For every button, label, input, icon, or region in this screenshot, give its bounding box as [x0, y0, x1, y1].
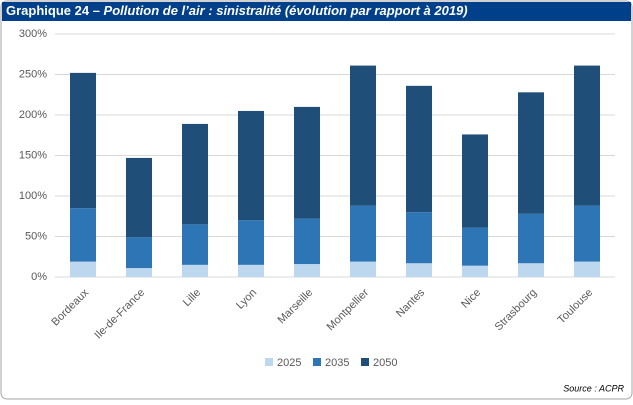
bar-segment: [350, 261, 376, 277]
bar-segment: [518, 213, 544, 264]
legend-swatch: [313, 358, 321, 366]
bar-segment: [462, 227, 488, 266]
legend-swatch: [361, 358, 369, 366]
bar-segment: [574, 205, 600, 262]
y-tick-label: 150%: [19, 149, 47, 161]
legend-label: 2035: [325, 357, 349, 369]
title-text: Pollution de l’air : sinistralité (évolu…: [104, 3, 468, 18]
y-tick-label: 50%: [25, 230, 47, 242]
bar-segment: [238, 220, 264, 265]
bar-segment: [126, 268, 152, 277]
title-bar: [2, 2, 631, 21]
bar-segment: [518, 263, 544, 277]
title-prefix: Graphique 24 –: [6, 3, 100, 18]
bar-segment: [182, 224, 208, 265]
y-tick-label: 250%: [19, 68, 47, 80]
bar-segment: [518, 92, 544, 214]
bar-segment: [406, 212, 432, 264]
bar-segment: [574, 65, 600, 206]
bar-segment: [294, 218, 320, 265]
source: Source : ACPR: [563, 383, 624, 393]
y-tick-label: 200%: [19, 109, 47, 121]
bar-segment: [182, 123, 208, 225]
bar-segment: [294, 106, 320, 219]
y-tick-label: 0%: [31, 271, 47, 283]
legend-swatch: [265, 358, 273, 366]
bar-segment: [406, 85, 432, 213]
bar-segment: [126, 157, 152, 238]
bar-segment: [70, 72, 96, 209]
chart-title: Graphique 24 – Pollution de l’air : sini…: [6, 3, 468, 18]
bar-segment: [70, 261, 96, 277]
bar-segment: [406, 263, 432, 277]
legend-label: 2050: [373, 357, 397, 369]
bar-segment: [70, 208, 96, 262]
bar-segment: [238, 264, 264, 277]
bar-segment: [350, 205, 376, 262]
bar-segment: [350, 65, 376, 206]
legend-label: 2025: [277, 357, 301, 369]
bar-segment: [462, 134, 488, 228]
bar-segment: [238, 110, 264, 221]
y-tick-label: 100%: [19, 190, 47, 202]
bar-segment: [462, 265, 488, 277]
bar-segment: [126, 237, 152, 269]
bar-segment: [574, 261, 600, 277]
y-tick-label: 300%: [19, 28, 47, 40]
bar-segment: [294, 264, 320, 277]
bar-segment: [182, 264, 208, 277]
